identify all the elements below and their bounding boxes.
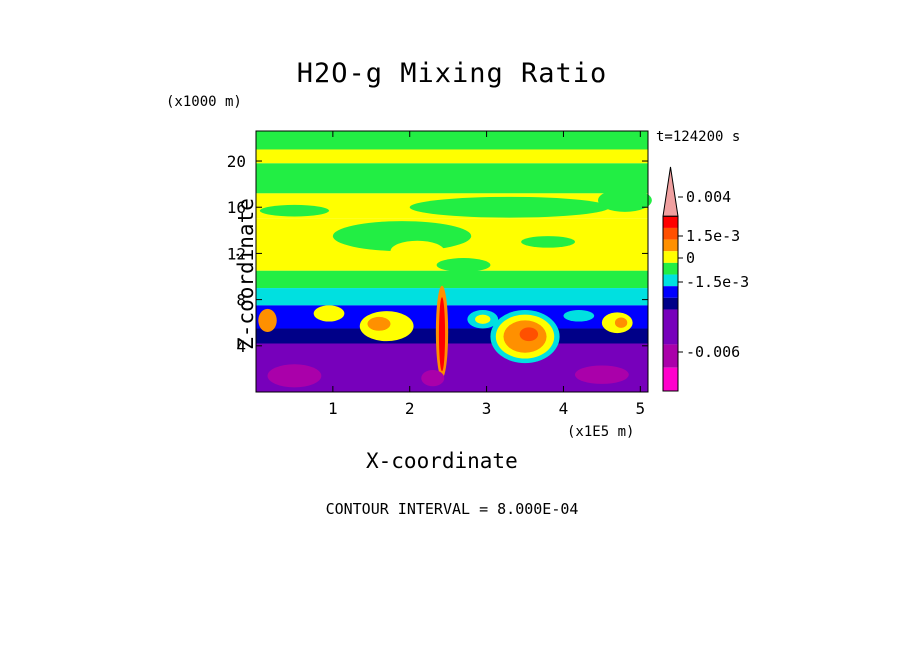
colorbar-label-4: -0.006 — [686, 343, 740, 361]
x-tick-label-2: 3 — [482, 399, 492, 418]
field-feature-20 — [521, 236, 575, 248]
colorbar-label-1: 1.5e-3 — [686, 227, 740, 245]
colorbar-level-6 — [663, 274, 678, 287]
field-feature-1 — [438, 297, 446, 372]
field-feature-24 — [421, 370, 445, 387]
y-tick-label-1: 8 — [236, 291, 246, 310]
colorbar-level-2 — [663, 227, 678, 240]
colorbar-level-1 — [663, 216, 678, 228]
field-band-2 — [256, 163, 648, 194]
field-band-9 — [256, 343, 648, 392]
field-feature-17 — [409, 196, 610, 218]
colorbar-level-11 — [663, 367, 678, 391]
y-axis-unit: (x1000 m) — [166, 94, 242, 110]
x-tick-label-1: 2 — [405, 399, 415, 418]
chart-title: H2O-g Mixing Ratio — [296, 58, 608, 89]
field-feature-9 — [313, 305, 345, 322]
field-feature-18 — [598, 188, 652, 212]
y-tick-label-2: 12 — [227, 244, 246, 263]
colorbar-level-8 — [663, 297, 678, 310]
contour-interval-label: CONTOUR INTERVAL = 8.000E-04 — [325, 500, 579, 518]
colorbar-cap — [662, 166, 679, 217]
y-tick-label-0: 4 — [236, 337, 246, 356]
field-feature-7 — [367, 316, 391, 331]
field-feature-19 — [259, 204, 330, 217]
field-feature-11 — [475, 314, 491, 324]
field-feature-5 — [519, 327, 539, 342]
field-feature-16 — [390, 240, 445, 262]
colorbar-level-10 — [663, 344, 678, 368]
y-tick-label-3: 16 — [227, 198, 246, 217]
field-band-8 — [256, 328, 648, 344]
field-feature-22 — [267, 364, 322, 388]
field-band-0 — [256, 131, 648, 150]
colorbar-label-3: -1.5e-3 — [686, 273, 749, 291]
x-tick-label-0: 1 — [328, 399, 338, 418]
colorbar-label-2: 0 — [686, 249, 695, 267]
field-feature-21 — [436, 258, 491, 272]
time-label: t=124200 s — [656, 129, 741, 145]
colorbar-level-5 — [663, 262, 678, 275]
x-axis-label: X-coordinate — [366, 449, 518, 473]
colorbar-label-0: 0.004 — [686, 188, 731, 206]
colorbar-level-4 — [663, 251, 678, 263]
field-band-1 — [256, 149, 648, 164]
x-tick-label-4: 5 — [635, 399, 645, 418]
x-tick-label-3: 4 — [559, 399, 569, 418]
y-tick-label-4: 20 — [227, 152, 246, 171]
x-axis-unit: (x1E5 m) — [567, 424, 635, 440]
colorbar-level-7 — [663, 286, 678, 298]
field-feature-8 — [258, 308, 277, 332]
field-feature-13 — [614, 317, 628, 328]
colorbar-frame — [662, 215, 679, 392]
field-band-5 — [256, 270, 648, 289]
field-band-6 — [256, 288, 648, 306]
field-feature-14 — [563, 310, 595, 322]
colorbar-level-9 — [663, 309, 678, 345]
colorbar-level-3 — [663, 239, 678, 252]
field-feature-15 — [332, 221, 472, 252]
field-feature-23 — [574, 365, 629, 384]
plot-frame — [255, 130, 649, 393]
